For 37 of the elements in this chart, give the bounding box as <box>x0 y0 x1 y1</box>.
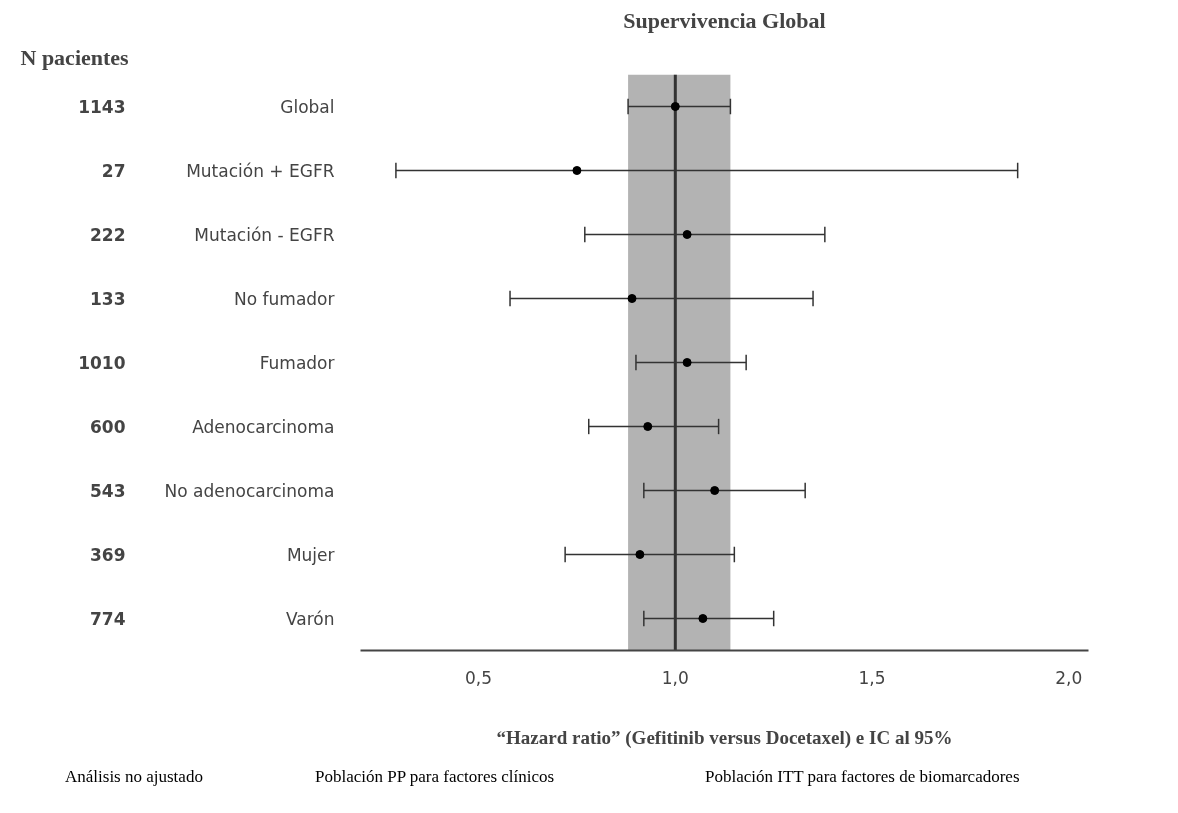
point <box>635 550 645 559</box>
y-axis-title: N pacientes <box>20 44 130 70</box>
text: 1010 <box>78 353 126 373</box>
x-tick-label: 2,0 <box>1055 667 1083 688</box>
y-tick-label: Mutación - EGFR <box>194 224 335 245</box>
x-axis-title: “Hazard ratio” (Gefitinib versus Docetaxel) e IC al 95% <box>496 726 953 749</box>
y-tick-label: No fumador <box>234 288 335 309</box>
y-tick-label: Mutación + EGFR <box>186 160 335 181</box>
point <box>682 230 692 239</box>
x-tick-label: 1,0 <box>661 667 689 688</box>
y-tick-label: Varón <box>285 608 335 629</box>
text: 1143 <box>78 97 126 117</box>
point <box>698 614 708 623</box>
point <box>643 422 653 431</box>
point <box>710 486 720 495</box>
chart-title: Supervivencia Global <box>623 7 826 33</box>
point <box>682 358 692 367</box>
text: 27 <box>101 161 126 181</box>
text: 133 <box>90 289 126 309</box>
text: Población ITT para factores de biomarcadores <box>705 766 1020 788</box>
text: Análisis no ajustado <box>65 766 203 788</box>
y-tick-label: Mujer <box>286 544 335 565</box>
point <box>627 294 637 303</box>
y-tick-label: Adenocarcinoma <box>192 416 335 437</box>
text: 543 <box>90 481 126 501</box>
y-tick-label: Fumador <box>259 352 335 373</box>
y-tick-label: No adenocarcinoma <box>164 480 335 501</box>
y-tick-label: Global <box>280 96 335 117</box>
point <box>670 102 680 111</box>
text: 369 <box>90 545 126 565</box>
x-tick-label: 0,5 <box>465 667 493 688</box>
text: 222 <box>90 225 126 245</box>
point <box>572 166 582 175</box>
text: 774 <box>90 609 126 629</box>
text: Población PP para factores clínicos <box>315 766 555 788</box>
x-tick-label: 1,5 <box>858 667 886 688</box>
text: 600 <box>90 417 126 437</box>
